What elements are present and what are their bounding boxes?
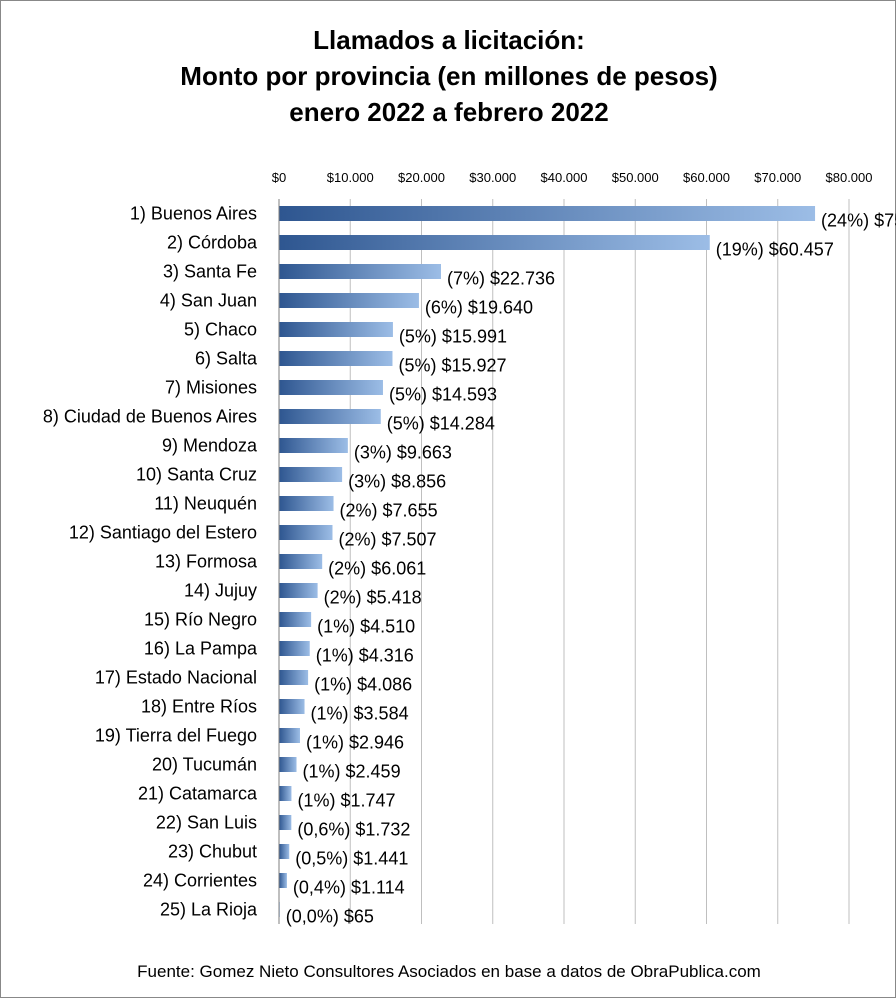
bar (279, 206, 816, 221)
data-label: (5%) $15.927 (398, 356, 506, 376)
bar (279, 583, 318, 598)
x-tick-label: $0 (272, 170, 286, 185)
category-label: 18) Entre Ríos (141, 697, 257, 717)
x-axis-tick-labels: $0 $10.000 $20.000 $30.000 $40.000 $50.000 $60… (272, 170, 873, 185)
data-label: (1%) $3.584 (311, 704, 409, 724)
category-label: 17) Estado Nacional (95, 668, 257, 688)
x-tick-label: $60.000 (683, 170, 730, 185)
bar (279, 873, 287, 888)
bar (279, 612, 312, 627)
data-label: (0,6%) $1.732 (297, 820, 410, 840)
bar (279, 815, 292, 830)
data-label: (5%) $14.284 (387, 414, 495, 434)
data-label: (1%) $4.316 (316, 646, 414, 666)
x-tick-label: $30.000 (469, 170, 516, 185)
category-label: 21) Catamarca (138, 784, 258, 804)
x-tick-label: $40.000 (541, 170, 588, 185)
category-label: 4) San Juan (160, 291, 257, 311)
data-label: (5%) $15.991 (399, 327, 507, 347)
bar (279, 293, 419, 308)
source-note: Fuente: Gomez Nieto Consultores Asociado… (137, 962, 761, 981)
category-label: 10) Santa Cruz (136, 465, 257, 485)
category-labels: 1) Buenos Aires 2) Córdoba 3) Santa Fe 4) S… (43, 204, 258, 920)
category-label: 3) Santa Fe (163, 262, 257, 282)
bar (279, 264, 441, 279)
data-label: (1%) $1.747 (297, 791, 395, 811)
category-label: 13) Formosa (155, 552, 258, 572)
bar (279, 380, 383, 395)
data-label: (3%) $8.856 (348, 472, 446, 492)
category-label: 5) Chaco (184, 320, 257, 340)
category-label: 23) Chubut (168, 842, 257, 862)
category-label: 14) Jujuy (184, 581, 257, 601)
chart-title-line-3: enero 2022 a febrero 2022 (289, 97, 608, 127)
data-label: (7%) $22.736 (447, 269, 555, 289)
data-label: (2%) $7.507 (338, 530, 436, 550)
gridlines (349, 199, 850, 924)
category-label: 25) La Rioja (160, 900, 258, 920)
category-label: 20) Tucumán (152, 755, 257, 775)
category-label: 12) Santiago del Estero (69, 523, 257, 543)
bar (279, 409, 381, 424)
data-label: (1%) $4.086 (314, 675, 412, 695)
data-label: (3%) $9.663 (354, 443, 452, 463)
bar (279, 699, 305, 714)
bar (279, 728, 300, 743)
bar (279, 786, 292, 801)
data-label: (5%) $14.593 (389, 385, 497, 405)
bar (279, 438, 348, 453)
data-label: (2%) $5.418 (324, 588, 422, 608)
data-labels: (24%) $75.236 (19%) $60.457 (7%) $22.736 (6… (286, 211, 896, 927)
category-label: 7) Misiones (165, 378, 257, 398)
x-tick-label: $70.000 (754, 170, 801, 185)
bar (279, 322, 393, 337)
bar (279, 554, 323, 569)
data-label: (0,4%) $1.114 (293, 878, 405, 898)
category-label: 8) Ciudad de Buenos Aires (43, 407, 257, 427)
bar (279, 641, 310, 656)
chart-title: Llamados a licitación: Monto por provinc… (180, 25, 717, 127)
bar (279, 525, 333, 540)
data-label: (1%) $2.459 (303, 762, 401, 782)
x-tick-label: $80.000 (826, 170, 873, 185)
category-label: 11) Neuquén (154, 494, 257, 514)
x-tick-label: $20.000 (398, 170, 445, 185)
category-label: 15) Río Negro (144, 610, 257, 630)
category-label: 24) Corrientes (143, 871, 257, 891)
x-tick-label: $10.000 (327, 170, 374, 185)
data-label: (19%) $60.457 (716, 240, 834, 260)
data-label: (2%) $7.655 (340, 501, 438, 521)
chart-title-line-1: Llamados a licitación: (313, 25, 585, 55)
data-label: (6%) $19.640 (425, 298, 533, 318)
data-label: (2%) $6.061 (328, 559, 426, 579)
x-tick-label: $50.000 (612, 170, 659, 185)
bar (279, 757, 297, 772)
bar (279, 844, 290, 859)
data-label: (24%) $75.236 (821, 211, 896, 231)
bar (279, 351, 393, 366)
category-label: 6) Salta (195, 349, 258, 369)
category-label: 19) Tierra del Fuego (95, 726, 257, 746)
bar (279, 670, 309, 685)
bar (279, 235, 710, 250)
category-label: 9) Mendoza (162, 436, 258, 456)
bar (279, 496, 334, 511)
category-label: 22) San Luis (156, 813, 257, 833)
bar (279, 467, 343, 482)
category-label: 2) Córdoba (167, 233, 258, 253)
category-label: 16) La Pampa (144, 639, 258, 659)
bars (279, 206, 816, 917)
category-label: 1) Buenos Aires (130, 204, 257, 224)
data-label: (1%) $2.946 (306, 733, 404, 753)
data-label: (0,5%) $1.441 (295, 849, 408, 869)
data-label: (0,0%) $65 (286, 907, 374, 927)
data-label: (1%) $4.510 (317, 617, 415, 637)
chart-title-line-2: Monto por provincia (en millones de peso… (180, 61, 717, 91)
